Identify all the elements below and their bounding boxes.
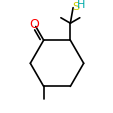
Text: O: O [29, 18, 39, 31]
Text: H: H [77, 0, 85, 10]
Text: S: S [72, 2, 79, 12]
